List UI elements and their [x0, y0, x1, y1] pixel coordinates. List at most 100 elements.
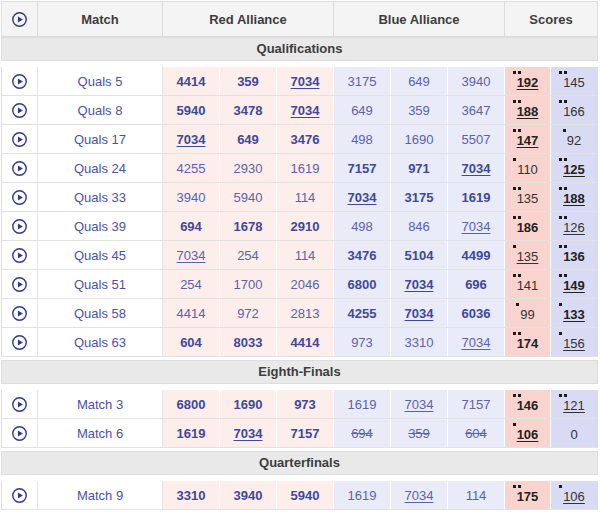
team-link[interactable]: 649 — [351, 103, 373, 118]
team-link[interactable]: 1619 — [177, 426, 206, 441]
play-button[interactable] — [11, 487, 28, 504]
team-link[interactable]: 254 — [237, 248, 259, 263]
match-link[interactable]: Quals 51 — [74, 277, 126, 292]
team-link[interactable]: 696 — [465, 277, 487, 292]
team-link[interactable]: 7034 — [405, 306, 434, 321]
team-link[interactable]: 7034 — [234, 426, 263, 441]
team-link[interactable]: 7034 — [405, 277, 434, 292]
team-link[interactable]: 7034 — [348, 190, 377, 205]
play-button[interactable] — [11, 305, 28, 322]
team-link[interactable]: 3175 — [405, 190, 434, 205]
match-link[interactable]: Quals 63 — [74, 335, 126, 350]
match-link[interactable]: Quals 33 — [74, 190, 126, 205]
team-link[interactable]: 7034 — [291, 103, 320, 118]
team-link[interactable]: 3940 — [234, 488, 263, 503]
team-link[interactable]: 3476 — [291, 132, 320, 147]
team-link[interactable]: 649 — [237, 132, 259, 147]
play-button[interactable] — [11, 189, 28, 206]
team-link[interactable]: 973 — [351, 335, 373, 350]
play-button[interactable] — [11, 73, 28, 90]
match-link[interactable]: Quals 17 — [74, 132, 126, 147]
play-button[interactable] — [11, 334, 28, 351]
team-link[interactable]: 4255 — [177, 161, 206, 176]
team-link[interactable]: 3476 — [348, 248, 377, 263]
team-link[interactable]: 4414 — [177, 306, 206, 321]
team-link[interactable]: 7157 — [462, 397, 491, 412]
team-link[interactable]: 1619 — [348, 397, 377, 412]
team-link[interactable]: 6800 — [177, 397, 206, 412]
team-link[interactable]: 604 — [180, 335, 202, 350]
team-link[interactable]: 359 — [237, 74, 259, 89]
team-link[interactable]: 7034 — [462, 219, 491, 234]
team-link[interactable]: 359 — [408, 426, 430, 441]
team-link[interactable]: 3940 — [462, 74, 491, 89]
team-link[interactable]: 5104 — [405, 248, 434, 263]
team-link[interactable]: 846 — [408, 219, 430, 234]
team-link[interactable]: 4414 — [291, 335, 320, 350]
team-link[interactable]: 114 — [295, 248, 316, 263]
team-link[interactable]: 1690 — [234, 397, 263, 412]
team-link[interactable]: 1678 — [234, 219, 263, 234]
play-button[interactable] — [11, 247, 28, 264]
team-link[interactable]: 7034 — [177, 132, 206, 147]
team-link[interactable]: 1619 — [348, 488, 377, 503]
match-link[interactable]: Quals 39 — [74, 219, 126, 234]
play-button[interactable] — [11, 218, 28, 235]
team-link[interactable]: 1619 — [462, 190, 491, 205]
team-link[interactable]: 973 — [294, 397, 316, 412]
team-link[interactable]: 3175 — [348, 74, 377, 89]
team-link[interactable]: 5940 — [177, 103, 206, 118]
match-link[interactable]: Match 3 — [77, 397, 123, 412]
team-link[interactable]: 359 — [408, 103, 430, 118]
team-link[interactable]: 1619 — [291, 161, 320, 176]
team-link[interactable]: 3478 — [234, 103, 263, 118]
team-link[interactable]: 3647 — [462, 103, 491, 118]
team-link[interactable]: 5507 — [462, 132, 491, 147]
team-link[interactable]: 498 — [351, 219, 373, 234]
play-button[interactable] — [11, 102, 28, 119]
team-link[interactable]: 7157 — [348, 161, 377, 176]
team-link[interactable]: 3940 — [177, 190, 206, 205]
match-link[interactable]: Quals 8 — [78, 103, 123, 118]
team-link[interactable]: 3310 — [405, 335, 434, 350]
team-link[interactable]: 2813 — [291, 306, 320, 321]
team-link[interactable]: 7034 — [291, 74, 320, 89]
team-link[interactable]: 7034 — [462, 335, 491, 350]
team-link[interactable]: 694 — [351, 426, 373, 441]
team-link[interactable]: 8033 — [234, 335, 263, 350]
team-link[interactable]: 498 — [351, 132, 373, 147]
team-link[interactable]: 2930 — [234, 161, 263, 176]
match-link[interactable]: Quals 5 — [78, 74, 123, 89]
team-link[interactable]: 4414 — [177, 74, 206, 89]
team-link[interactable]: 649 — [408, 74, 430, 89]
play-button[interactable] — [11, 131, 28, 148]
team-link[interactable]: 7034 — [462, 161, 491, 176]
team-link[interactable]: 114 — [295, 190, 316, 205]
match-link[interactable]: Match 9 — [77, 488, 123, 503]
team-link[interactable]: 694 — [180, 219, 202, 234]
team-link[interactable]: 6036 — [462, 306, 491, 321]
match-link[interactable]: Quals 58 — [74, 306, 126, 321]
team-link[interactable]: 2910 — [291, 219, 320, 234]
match-link[interactable]: Quals 45 — [74, 248, 126, 263]
play-button[interactable] — [11, 160, 28, 177]
match-link[interactable]: Quals 24 — [74, 161, 126, 176]
team-link[interactable]: 5940 — [291, 488, 320, 503]
team-link[interactable]: 7034 — [405, 488, 434, 503]
team-link[interactable]: 7034 — [177, 248, 206, 263]
team-link[interactable]: 4255 — [348, 306, 377, 321]
team-link[interactable]: 3310 — [177, 488, 206, 503]
team-link[interactable]: 604 — [465, 426, 487, 441]
team-link[interactable]: 254 — [180, 277, 202, 292]
team-link[interactable]: 7157 — [291, 426, 320, 441]
team-link[interactable]: 972 — [237, 306, 259, 321]
team-link[interactable]: 4499 — [462, 248, 491, 263]
play-button[interactable] — [11, 396, 28, 413]
team-link[interactable]: 5940 — [234, 190, 263, 205]
team-link[interactable]: 114 — [466, 488, 487, 503]
team-link[interactable]: 6800 — [348, 277, 377, 292]
team-link[interactable]: 1700 — [234, 277, 263, 292]
play-button[interactable] — [11, 425, 28, 442]
play-button[interactable] — [11, 276, 28, 293]
team-link[interactable]: 2046 — [291, 277, 320, 292]
